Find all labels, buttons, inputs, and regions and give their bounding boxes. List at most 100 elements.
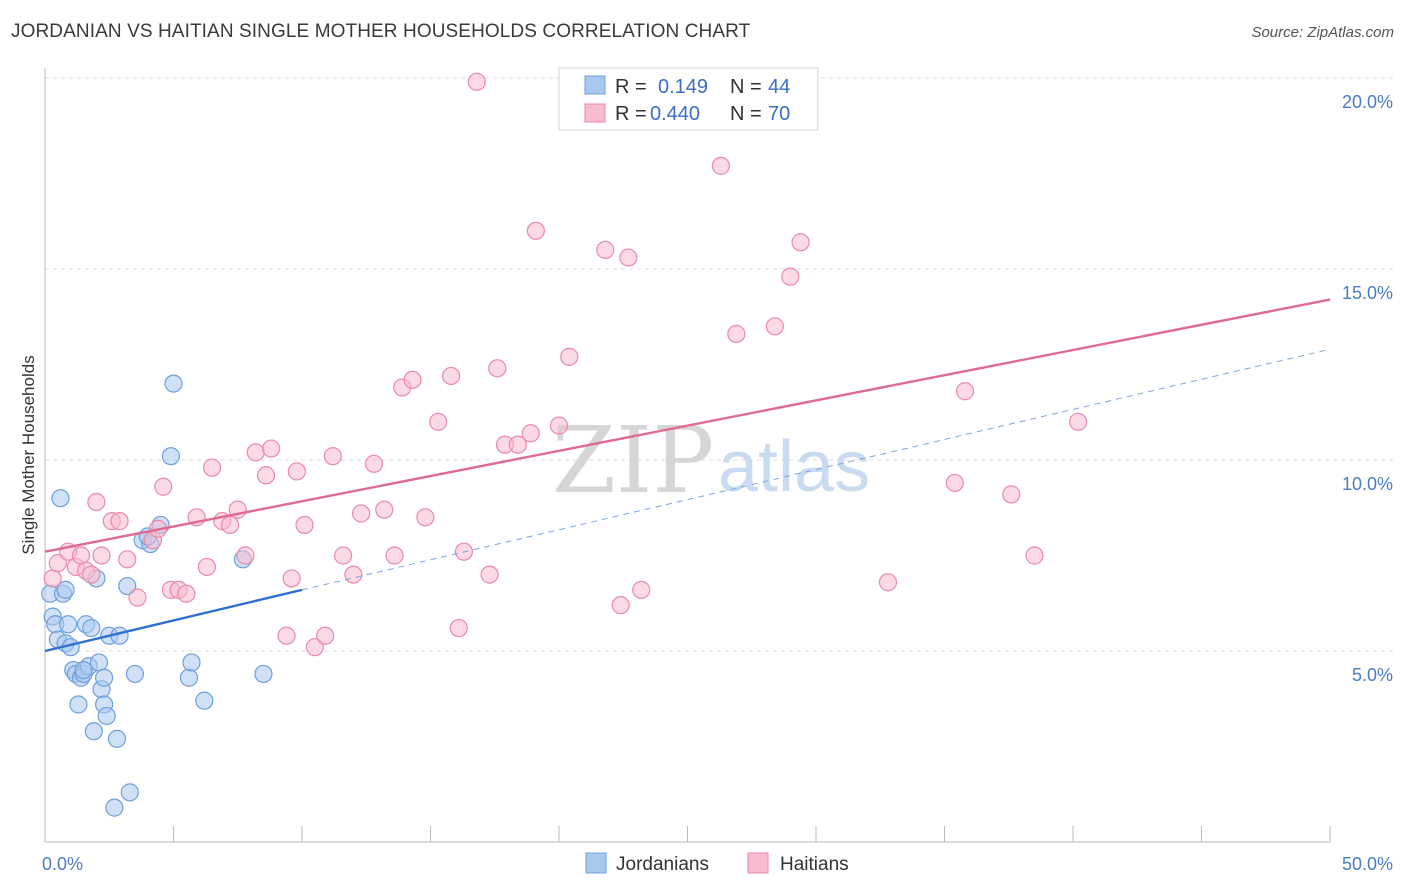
legend-n-label-1: N =	[730, 76, 762, 98]
haitians-point	[154, 477, 173, 496]
jordanians-point	[74, 660, 93, 680]
bottom-legend-label-jordanians: Jordanians	[616, 854, 709, 875]
haitians-point	[128, 588, 147, 607]
jordanians-point	[120, 783, 139, 802]
jordanians-point	[84, 722, 103, 741]
trend-lines	[44, 298, 1331, 653]
jordanians-point	[125, 664, 145, 684]
y-tick-label: 5.0%	[1352, 665, 1393, 685]
haitians-point	[526, 221, 545, 240]
watermark-zip: ZIP	[552, 407, 714, 514]
haitians-point	[560, 347, 579, 366]
legend-swatch-haitians	[584, 103, 606, 123]
haitians-point	[87, 492, 106, 512]
x-tick-label: 50.0%	[1342, 854, 1393, 874]
haitians-point	[791, 233, 810, 252]
x-tick-label: 0.0%	[42, 854, 83, 874]
haitians-point	[71, 546, 91, 565]
haitians-point	[316, 626, 335, 645]
x-tick-labels: 0.0% 50.0%	[42, 854, 1393, 874]
haitians-point	[92, 546, 111, 565]
haitians-point	[878, 573, 898, 592]
haitians-point	[256, 466, 276, 485]
haitians-point	[375, 500, 394, 519]
jordanians-point	[118, 576, 137, 596]
haitians-point	[385, 546, 404, 565]
jordanians-point	[161, 447, 181, 466]
haitians-point	[727, 324, 746, 344]
jordanians-point	[56, 580, 75, 599]
haitians-point	[282, 569, 301, 588]
source-credit: Source: ZipAtlas.com	[1251, 24, 1394, 41]
haitians-point	[323, 447, 342, 466]
haitians-point	[781, 267, 800, 286]
series-legend: Jordanians Haitians	[585, 852, 849, 875]
jordanians-point	[254, 664, 273, 684]
legend-n-label-2: N =	[730, 103, 762, 125]
haitians-point	[619, 248, 638, 267]
haitians-point	[416, 508, 435, 527]
haitians-point	[82, 565, 101, 584]
chart-title: JORDANIAN VS HAITIAN SINGLE MOTHER HOUSE…	[11, 21, 751, 42]
haitians-point	[611, 596, 630, 615]
y-tick-label: 15.0%	[1342, 283, 1393, 303]
watermark-atlas: atlas	[718, 427, 870, 507]
haitians-point	[118, 550, 137, 569]
legend-r-value-2: 0.440	[650, 103, 700, 125]
y-tick-label: 20.0%	[1342, 92, 1393, 112]
y-tick-label: 10.0%	[1342, 474, 1393, 494]
haitians-point	[43, 569, 62, 588]
jordanians-point	[97, 706, 116, 726]
haitians-point	[429, 412, 448, 431]
jordanians-point	[182, 653, 201, 672]
bottom-legend-swatch-jordanians	[585, 852, 607, 874]
haitians-point	[508, 435, 527, 454]
haitians-point	[262, 439, 281, 458]
haitians-point	[467, 72, 486, 91]
haitians-point	[352, 504, 371, 523]
haitians-point	[236, 546, 255, 565]
jordanians-point	[195, 691, 214, 710]
jordanians-trend-line	[44, 588, 303, 653]
legend-n-value-1: 44	[768, 76, 790, 98]
haitians-point	[711, 156, 731, 175]
haitians-point	[364, 454, 384, 473]
jordanians-point	[51, 489, 70, 508]
haitians-point	[549, 416, 569, 435]
bottom-legend-label-haitians: Haitians	[780, 854, 849, 875]
legend-r-label-2: R =	[615, 103, 647, 125]
haitians-point	[246, 443, 265, 462]
haitians-point	[632, 580, 651, 599]
watermark: ZIP atlas	[552, 407, 870, 514]
jordanians-point	[69, 695, 88, 714]
haitians-point	[441, 366, 461, 386]
haitians-point	[305, 638, 324, 657]
bottom-legend-swatch-haitians	[747, 852, 769, 874]
haitians-point	[177, 584, 196, 603]
data-points	[41, 72, 1088, 817]
haitians-point	[334, 546, 353, 565]
axes	[44, 68, 1331, 843]
haitians-point	[403, 370, 422, 389]
haitians-point	[488, 359, 507, 378]
haitians-point	[521, 424, 540, 443]
jordanians-point	[105, 798, 124, 817]
haitians-point	[110, 512, 129, 531]
haitians-point	[449, 618, 468, 638]
haitians-point	[202, 458, 222, 477]
jordanians-point	[95, 668, 114, 687]
jordanians-point	[59, 615, 78, 634]
legend-swatch-jordanians	[584, 75, 606, 95]
haitians-point	[945, 473, 964, 493]
haitians-point	[295, 515, 314, 535]
haitians-point	[220, 515, 240, 535]
jordanians-point	[164, 374, 183, 393]
y-axis-label: Single Mother Households	[19, 355, 38, 554]
jordanians-point	[89, 653, 109, 672]
haitians-point	[1069, 412, 1088, 431]
legend-r-label-1: R =	[615, 76, 647, 98]
haitians-point	[596, 240, 615, 259]
haitians-point	[197, 557, 217, 577]
legend-r-value-1: 0.149	[658, 76, 708, 98]
